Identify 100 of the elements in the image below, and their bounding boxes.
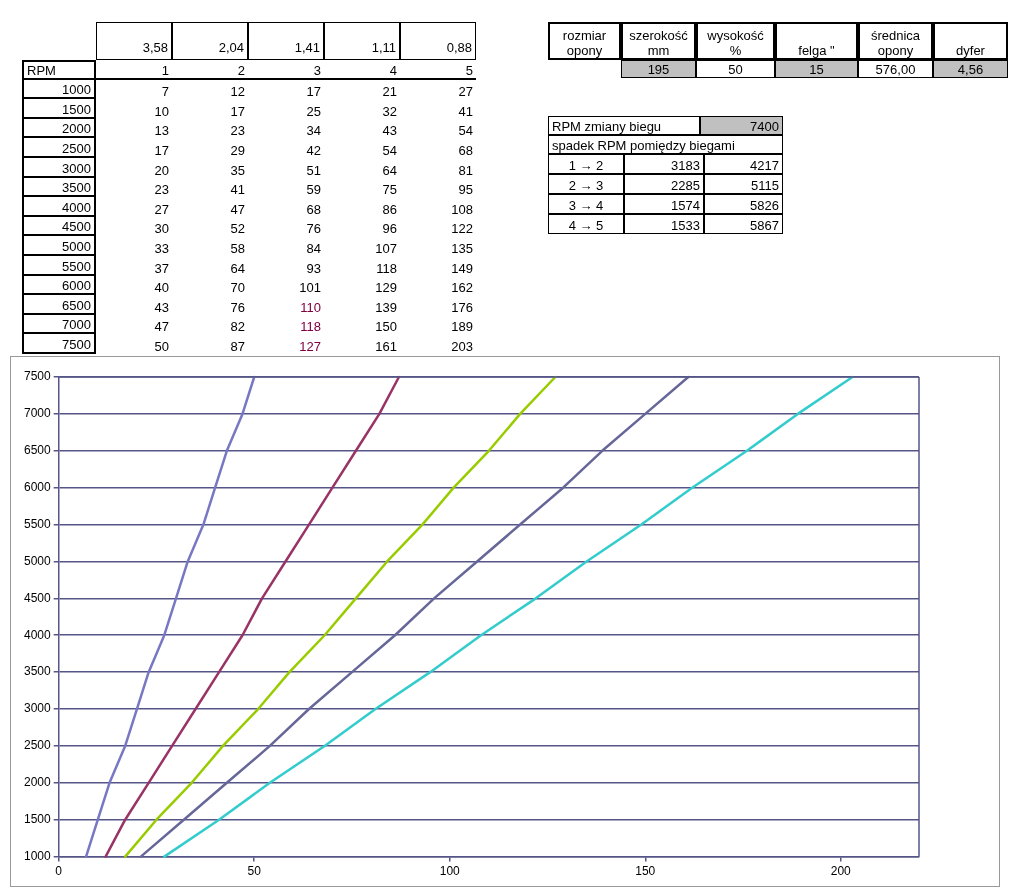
text: 54 [382, 142, 397, 158]
text: 1574 [671, 198, 700, 213]
text: 95 [458, 182, 473, 198]
text: 93 [306, 260, 321, 276]
text: 64 [382, 162, 397, 178]
text: 2285 [671, 178, 700, 193]
text: 0,88 [446, 40, 472, 55]
text: 6000 [62, 278, 91, 294]
y-tick-label: 4500 [23, 590, 52, 605]
text: 150 [375, 319, 397, 335]
text: 1,41 [294, 40, 320, 55]
text: 23 [230, 123, 245, 139]
text: 82 [230, 319, 245, 335]
y-tick-label: 4000 [23, 627, 52, 642]
text: 5826 [750, 198, 779, 213]
text: 195 [647, 62, 670, 77]
text: 35 [230, 162, 245, 178]
text: 2 → 3 [568, 178, 604, 193]
text: 4217 [750, 158, 779, 173]
text: 13 [154, 123, 169, 139]
text: 3500 [62, 180, 91, 196]
text: 25 [306, 103, 321, 119]
x-tick-label: 100 [439, 864, 461, 879]
y-tick-label: 3500 [23, 664, 52, 679]
text: 47 [154, 319, 169, 335]
text: 68 [458, 142, 473, 158]
text: 86 [382, 201, 397, 217]
text: 2500 [62, 140, 91, 156]
text: 43 [382, 123, 397, 139]
text: 2 [237, 62, 245, 78]
y-tick-label: 7000 [23, 406, 52, 421]
x-tick-label: 50 [247, 864, 262, 879]
y-tick-label: 2500 [23, 738, 52, 753]
text: 30 [154, 221, 169, 237]
text: 50 [728, 62, 743, 77]
x-tick-label: 0 [55, 864, 63, 879]
text: 17 [306, 84, 321, 100]
text: 37 [154, 260, 169, 276]
text: średnica opony [869, 28, 922, 58]
text: 2,04 [218, 40, 244, 55]
text: 43 [154, 299, 169, 315]
y-tick-label: 6500 [23, 443, 52, 458]
text: 59 [306, 182, 321, 198]
text: RPM [27, 62, 56, 78]
y-tick-label: 1000 [23, 848, 52, 863]
text: 50 [154, 338, 169, 354]
text: szerokość mm [628, 28, 689, 58]
text: 20 [154, 162, 169, 178]
text: 33 [154, 240, 169, 256]
text: 4,56 [957, 62, 984, 77]
text: 3183 [671, 158, 700, 173]
text: 7400 [750, 119, 779, 134]
text: 84 [306, 240, 321, 256]
text: 4 → 5 [568, 218, 604, 233]
text: 1500 [62, 101, 91, 117]
text: 3 → 4 [568, 198, 604, 213]
x-tick-label: 150 [635, 864, 656, 879]
text: 96 [382, 221, 397, 237]
text: 51 [306, 162, 321, 178]
text: 162 [451, 280, 473, 296]
text: 17 [154, 142, 169, 158]
text: 1533 [671, 218, 700, 233]
text: felga " [798, 43, 835, 58]
text: 6500 [62, 297, 91, 313]
text: 1 → 2 [568, 158, 604, 173]
text: 139 [375, 299, 397, 315]
text: 41 [230, 182, 245, 198]
text: 76 [306, 221, 321, 237]
text: spadek RPM pomiędzy biegami [552, 138, 735, 153]
text: 101 [299, 280, 321, 296]
text: RPM zmiany biegu [552, 119, 662, 134]
text: 42 [306, 142, 321, 158]
text: 122 [451, 221, 473, 237]
text: 23 [154, 182, 169, 198]
text: 110 [300, 299, 321, 315]
text: 70 [230, 280, 245, 296]
y-tick-label: 3000 [23, 701, 52, 716]
text: 64 [230, 260, 245, 276]
y-tick-label: 5000 [23, 553, 52, 568]
text: 1000 [62, 82, 91, 98]
y-tick-label: 6000 [23, 479, 52, 494]
text: 41 [458, 103, 473, 119]
text: 29 [230, 142, 245, 158]
text: 576,00 [875, 62, 916, 77]
text: 87 [230, 338, 245, 354]
text: 54 [458, 123, 473, 139]
y-tick-label: 2000 [23, 775, 52, 790]
text: 15 [809, 62, 824, 77]
text: 47 [230, 201, 245, 217]
text: 32 [382, 103, 397, 119]
text: 7000 [62, 317, 91, 333]
text: 10 [154, 103, 169, 119]
text: 3,58 [142, 40, 168, 55]
text: 135 [451, 240, 473, 256]
text: 2000 [62, 121, 91, 137]
text: 81 [458, 162, 473, 178]
text: 7 [161, 84, 169, 100]
text: 68 [306, 201, 321, 217]
y-tick-label: 1500 [23, 812, 52, 827]
text: 7500 [62, 336, 91, 352]
